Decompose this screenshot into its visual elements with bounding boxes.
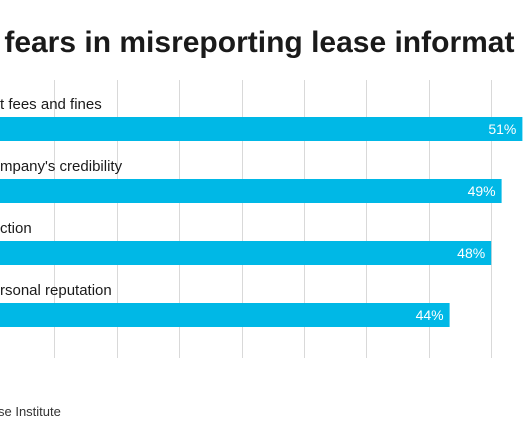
bar (0, 179, 502, 203)
data-label: 44% (416, 307, 444, 323)
bar (0, 241, 492, 265)
category-label: ction (0, 220, 32, 237)
category-label: rsonal reputation (0, 282, 112, 299)
bar-group: t fees and fines 51% mpany's credibility 49… (0, 96, 523, 327)
bar (0, 303, 450, 327)
category-label: mpany's credibility (0, 158, 123, 175)
data-label: 51% (488, 121, 516, 137)
bar (0, 117, 523, 141)
category-label: t fees and fines (0, 96, 102, 113)
data-label: 48% (457, 245, 485, 261)
source-note: se Institute (0, 404, 61, 419)
chart-title: t fears in misreporting lease informat (0, 26, 514, 59)
data-label: 49% (468, 183, 496, 199)
